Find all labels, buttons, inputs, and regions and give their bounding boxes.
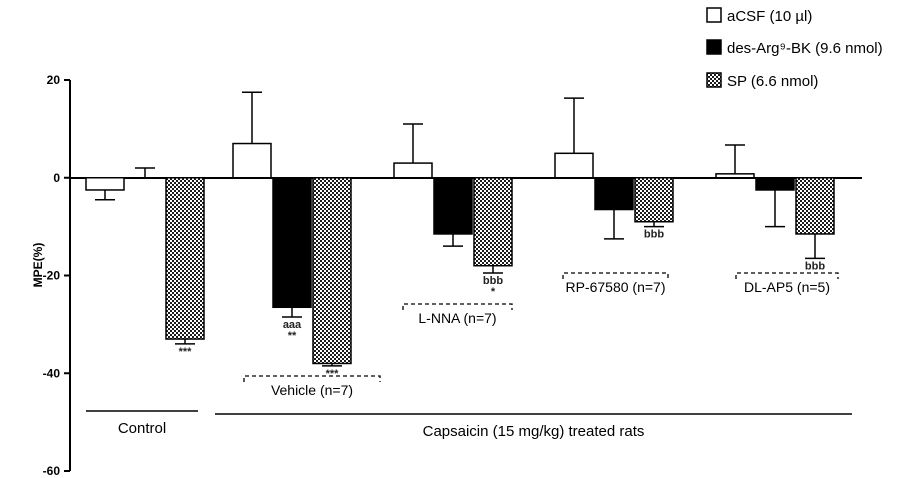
sub-group-bracket (243, 375, 381, 382)
bar-black-3 (594, 177, 634, 211)
bar-white-1 (232, 142, 272, 179)
legend-label: SP (6.6 nmol) (727, 73, 818, 90)
significance-label: *** (179, 346, 193, 358)
y-tick-label: 0 (53, 171, 60, 185)
sub-group-bracket (562, 272, 669, 279)
legend: aCSF (10 µl) des-Arg⁹-BK (9.6 nmol) SP (6.… (706, 7, 883, 90)
bar-black-4 (755, 177, 795, 191)
bar-checker-2 (473, 177, 513, 267)
significance-label: bbb (483, 275, 503, 287)
bar-white-2 (393, 162, 433, 179)
legend-swatch (706, 7, 722, 23)
bar-checker-0 (165, 177, 205, 340)
y-tick-label: -20 (43, 269, 61, 283)
bar-black-2 (433, 177, 473, 235)
bar-checker-3 (634, 177, 674, 223)
y-tick-label: 20 (47, 73, 61, 87)
bar-checker-4 (795, 177, 835, 235)
y-tick-label: -40 (43, 366, 61, 380)
sub-group-label: L-NNA (n=7) (418, 310, 496, 326)
significance-label: bbb (644, 229, 664, 241)
legend-swatch (706, 39, 722, 55)
bar-white-0 (85, 177, 125, 191)
legend-label: des-Arg⁹-BK (9.6 nmol) (727, 40, 883, 57)
bar-white-4 (715, 173, 755, 179)
sub-group-bracket (402, 303, 513, 310)
group-label: Control (118, 420, 166, 437)
bar-checker-1 (312, 177, 352, 365)
significance-label: *** (326, 368, 340, 380)
group-label: Capsaicin (15 mg/kg) treated rats (423, 423, 645, 440)
legend-swatch (706, 72, 722, 88)
legend-label: aCSF (10 µl) (727, 8, 812, 25)
significance-label: ** (288, 330, 297, 342)
significance-label: aaa (283, 319, 302, 331)
sub-group-label: Vehicle (n=7) (271, 382, 353, 398)
significance-label: bbb (805, 260, 825, 272)
sub-group-label: RP-67580 (n=7) (565, 279, 665, 295)
sub-group-label: DL-AP5 (n=5) (744, 279, 830, 295)
significance-label: * (491, 286, 496, 298)
sub-group-bracket (735, 272, 839, 279)
bar-white-3 (554, 152, 594, 179)
bar-black-1 (272, 177, 312, 309)
y-tick-label: -60 (43, 464, 61, 478)
y-axis-title: MPE(%) (31, 243, 45, 288)
